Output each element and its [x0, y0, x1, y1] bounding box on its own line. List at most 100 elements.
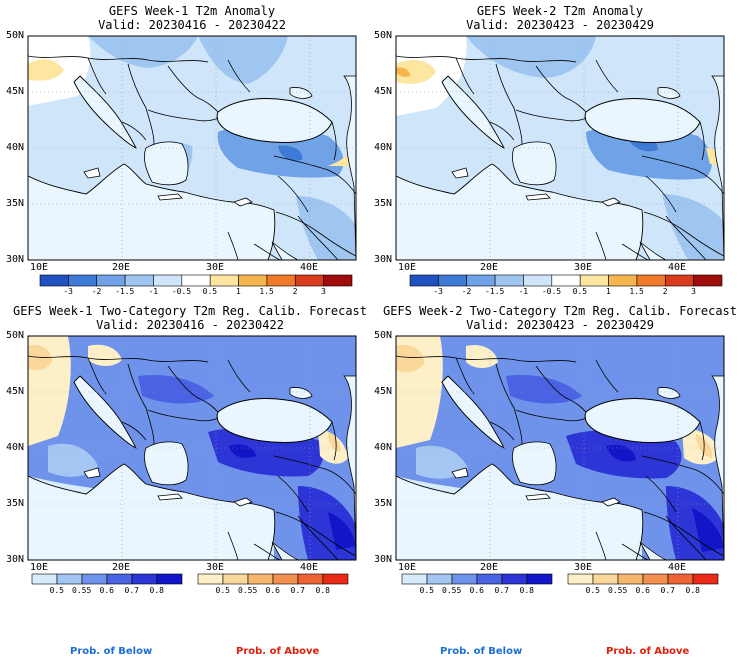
- anomaly-colorbar-week2-swatch: [579, 274, 609, 287]
- anomaly-colorbar-week2-swatch: [608, 274, 638, 287]
- map-week1-anomaly: [27, 35, 357, 261]
- prob-below-colorbar-week1-tick-label: 0.7: [124, 586, 139, 595]
- prob-above-colorbar-week2-swatch: [592, 573, 619, 585]
- lon-label-20e-p4: 20E: [480, 562, 499, 573]
- prob-below-colorbar-week2-swatch: [476, 573, 503, 585]
- lat-label-30n-p2: 30N: [374, 254, 393, 265]
- anomaly-colorbar-week2-tick-label: -2: [461, 287, 472, 296]
- map-week1-probability: [27, 335, 357, 561]
- prob-above-colorbar-week1-tick-label: 0.8: [315, 586, 330, 595]
- anomaly-colorbar-week2-tick-label: 0.5: [572, 287, 588, 296]
- prob-above-colorbar-week1-swatch: [247, 573, 274, 585]
- lon-label-40e-p1: 40E: [300, 262, 319, 273]
- anomaly-colorbar-week2-swatch: [466, 274, 496, 287]
- lon-label-30e-p1: 30E: [206, 262, 225, 273]
- anomaly-colorbar-week1-tick-label: 1.5: [259, 287, 274, 296]
- prob-above-colorbar-week2-tick-label: 0.6: [635, 586, 650, 595]
- prob-below-colorbar-week1-swatch: [131, 573, 158, 585]
- lon-label-30e-p4: 30E: [574, 562, 593, 573]
- anomaly-colorbar-week2-tick-label: 1: [606, 287, 611, 296]
- lon-label-20e-p3: 20E: [112, 562, 131, 573]
- lon-label-10e-p1: 10E: [30, 262, 49, 273]
- lon-label-40e-p3: 40E: [300, 562, 319, 573]
- panel2-title-text: GEFS Week-2 T2m Anomaly: [476, 4, 644, 18]
- lat-label-50n-p4: 50N: [374, 330, 393, 341]
- prob-below-colorbar-week1-swatch: [106, 573, 133, 585]
- prob-above-colorbar-week2-tick-label: 0.5: [585, 586, 600, 595]
- prob-below-colorbar-week2-swatch: [501, 573, 528, 585]
- prob-below-caption-week2: Prob. of Below: [440, 646, 523, 657]
- prob-below-colorbar-week2-swatch: [526, 573, 553, 585]
- anomaly-colorbar-week1-swatch: [153, 274, 183, 287]
- panel4-title-text: GEFS Week-2 Two-Category T2m Reg. Calib.…: [382, 304, 737, 318]
- map-week2-probability: [395, 335, 725, 561]
- prob-above-colorbar-week1-tick-label: 0.55: [238, 586, 258, 595]
- lon-label-40e-p4: 40E: [668, 562, 687, 573]
- anomaly-colorbar-week1: [39, 274, 353, 287]
- anomaly-colorbar-week1-tick-label: 1: [236, 287, 241, 296]
- anomaly-colorbar-week1-swatch: [124, 274, 154, 287]
- prob-below-colorbar-week2-swatch: [401, 573, 428, 585]
- anomaly-colorbar-week1-swatch: [68, 274, 98, 287]
- anomaly-colorbar-week2-tick-label: 3: [691, 287, 696, 296]
- prob-below-colorbar-week2: [401, 573, 553, 585]
- panel2-title: GEFS Week-2 T2m Anomaly Valid: 20230423 -…: [396, 4, 724, 32]
- prob-above-colorbar-week2-tick-label: 0.8: [685, 586, 700, 595]
- prob-below-colorbar-week1-swatch: [56, 573, 83, 585]
- anomaly-colorbar-week1-tick-label: 2: [292, 287, 298, 296]
- anomaly-colorbar-week1-swatch: [238, 274, 268, 287]
- anomaly-colorbar-week2-swatch: [693, 274, 723, 287]
- lon-label-30e-p2: 30E: [574, 262, 593, 273]
- panel3-title-text: GEFS Week-1 Two-Category T2m Reg. Calib.…: [12, 304, 367, 318]
- prob-above-colorbar-week2-swatch: [667, 573, 694, 585]
- anomaly-colorbar-week1-swatch: [323, 274, 353, 287]
- prob-above-caption-week2: Prob. of Above: [606, 646, 690, 657]
- lat-label-30n-p1: 30N: [6, 254, 25, 265]
- anomaly-colorbar-week2-swatch: [523, 274, 553, 287]
- anomaly-colorbar-week1-swatch: [96, 274, 126, 287]
- prob-below-colorbar-week2-tick-label: 0.8: [519, 586, 534, 595]
- panel4-title: GEFS Week-2 Two-Category T2m Reg. Calib.…: [380, 304, 740, 332]
- anomaly-colorbar-week2-tick-label: 1.5: [629, 287, 644, 296]
- lat-label-45n-p4: 45N: [374, 386, 393, 397]
- lat-label-35n-p3: 35N: [6, 498, 25, 509]
- prob-below-colorbar-week2-swatch: [426, 573, 453, 585]
- lat-label-35n-p1: 35N: [6, 198, 25, 209]
- prob-below-colorbar-week1-swatch: [81, 573, 108, 585]
- panel1-title-text: GEFS Week-1 T2m Anomaly: [108, 4, 276, 18]
- lat-label-35n-p4: 35N: [374, 498, 393, 509]
- prob-below-colorbar-week1-tick-label: 0.5: [49, 586, 64, 595]
- prob-above-colorbar-week1-swatch: [222, 573, 249, 585]
- anomaly-colorbar-week1-tick-label: -1: [148, 287, 159, 296]
- prob-above-colorbar-week2-tick-label: 0.55: [608, 586, 628, 595]
- prob-above-colorbar-week1: [197, 573, 349, 585]
- lat-label-50n-p2: 50N: [374, 30, 393, 41]
- prob-above-colorbar-week2-swatch: [642, 573, 669, 585]
- prob-above-caption-week1: Prob. of Above: [236, 646, 320, 657]
- prob-above-colorbar-week1-swatch: [297, 573, 324, 585]
- anomaly-colorbar-week2: [409, 274, 723, 287]
- anomaly-colorbar-week2-swatch: [438, 274, 468, 287]
- anomaly-colorbar-week2-tick-label: -0.5: [541, 287, 562, 296]
- lon-label-20e-p1: 20E: [112, 262, 131, 273]
- anomaly-colorbar-week2-swatch: [409, 274, 439, 287]
- anomaly-colorbar-week1-tick-label: 3: [321, 287, 326, 296]
- anomaly-colorbar-week2-tick-label: -1: [518, 287, 529, 296]
- prob-below-colorbar-week1-swatch: [156, 573, 183, 585]
- lon-label-20e-p2: 20E: [480, 262, 499, 273]
- prob-below-colorbar-week1-tick-label: 0.55: [72, 586, 92, 595]
- prob-below-colorbar-week2-tick-label: 0.7: [494, 586, 509, 595]
- anomaly-colorbar-week1-tick-label: -0.5: [171, 287, 192, 296]
- anomaly-colorbar-week1-swatch: [209, 274, 239, 287]
- prob-below-caption-week1: Prob. of Below: [70, 646, 153, 657]
- prob-above-colorbar-week2-swatch: [617, 573, 644, 585]
- anomaly-colorbar-week1-swatch: [181, 274, 211, 287]
- anomaly-colorbar-week1-tick-label: -3: [63, 287, 73, 296]
- panel1-valid-text: Valid: 20230416 - 20230422: [98, 18, 286, 32]
- prob-above-colorbar-week2-swatch: [567, 573, 594, 585]
- lat-label-40n-p3: 40N: [6, 442, 25, 453]
- prob-above-colorbar-week1-tick-label: 0.5: [215, 586, 230, 595]
- prob-below-colorbar-week1-tick-label: 0.8: [149, 586, 164, 595]
- panel3-title: GEFS Week-1 Two-Category T2m Reg. Calib.…: [10, 304, 370, 332]
